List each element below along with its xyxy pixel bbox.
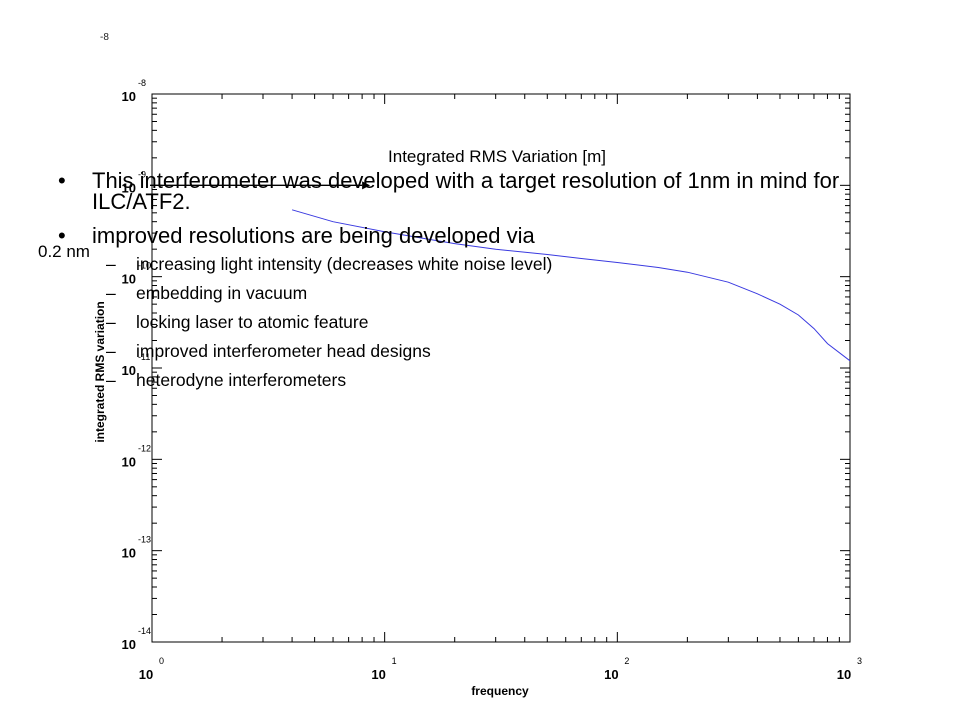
x-tick-exponent: 2 (624, 656, 629, 666)
reference-arrowhead (362, 181, 371, 190)
bullet-marker: • (58, 223, 66, 248)
y-tick-exponent: -9 (138, 169, 146, 179)
sub-bullet-text: embedding in vacuum (136, 283, 308, 303)
sub-bullet-item: – locking laser to atomic feature (58, 308, 918, 337)
sub-bullet-text: increasing light intensity (decreases wh… (136, 254, 553, 274)
bullet-item: • improved resolutions are being develop… (58, 223, 918, 248)
sub-bullet-item: – embedding in vacuum (58, 279, 918, 308)
bullet-text: This interferometer was developed with a… (92, 168, 840, 214)
sub-bullet-item: – heterodyne interferometers (58, 366, 918, 395)
series-group (150, 181, 851, 362)
x-tick-label: 10 (837, 667, 851, 682)
x-axis-label: frequency (471, 684, 529, 698)
sub-bullet-marker: – (106, 283, 116, 303)
slide-bullet-list: • This interferometer was developed with… (58, 170, 918, 395)
x-tick-label: 10 (604, 667, 618, 682)
x-tick-label: 10 (139, 667, 153, 682)
y-tick-exponent: -13 (138, 535, 151, 545)
y-tick-exponent: -14 (138, 626, 151, 636)
sub-bullet-text: heterodyne interferometers (136, 370, 347, 390)
bullet-item: • This interferometer was developed with… (58, 168, 918, 214)
y-tick-label: 10 (122, 637, 136, 652)
x-tick-exponent: 0 (159, 656, 164, 666)
sub-bullet-text: improved interferometer head designs (136, 341, 431, 361)
x-tick-exponent: 1 (392, 656, 397, 666)
sub-bullet-marker: – (106, 341, 116, 361)
sub-bullet-item: – improved interferometer head designs (58, 337, 918, 366)
x-tick-exponent: 3 (857, 656, 862, 666)
y-tick-label: 10 (122, 180, 136, 195)
y-tick-label: 10 (122, 89, 136, 104)
stray-tick-label: -8 (100, 32, 109, 43)
y-tick-exponent: -11 (138, 352, 150, 362)
y-tick-label: 10 (122, 546, 136, 561)
tick-marks-group (151, 94, 850, 643)
y-axis-label: integrated RMS variation (93, 301, 107, 442)
sub-bullet-text: locking laser to atomic feature (136, 312, 369, 332)
bullet-marker: • (58, 168, 66, 193)
sub-bullet-item: – increasing light intensity (decreases … (58, 250, 918, 279)
y-tick-exponent: -8 (138, 78, 146, 88)
y-tick-exponent: -10 (138, 261, 151, 271)
series-line (291, 209, 851, 362)
chart-title: Integrated RMS Variation [m] (388, 147, 606, 166)
y-tick-label: 10 (122, 454, 136, 469)
y-tick-label: 10 (122, 272, 136, 287)
sub-bullet-marker: – (106, 370, 116, 390)
sub-bullet-marker: – (106, 254, 116, 274)
tick-labels-group: 10010110210310-810-910-1010-1110-1210-13… (122, 78, 862, 682)
x-tick-label: 10 (371, 667, 385, 682)
bullet-text: improved resolutions are being developed… (92, 223, 535, 248)
y-tick-label: 10 (122, 363, 136, 378)
sub-bullet-marker: – (106, 312, 116, 332)
y-tick-exponent: -12 (138, 443, 151, 453)
annotation-label: 0.2 nm (38, 242, 90, 261)
